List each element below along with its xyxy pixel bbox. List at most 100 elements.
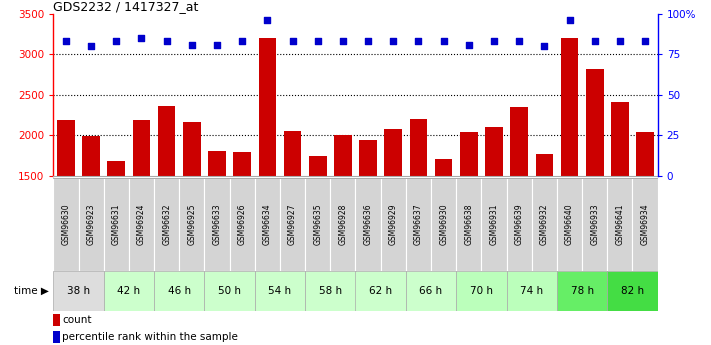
Text: GSM96635: GSM96635 — [314, 204, 322, 245]
Bar — [53, 178, 78, 271]
Bar — [557, 178, 582, 271]
Point — [513, 39, 525, 44]
Point — [111, 39, 122, 44]
Text: 58 h: 58 h — [319, 286, 342, 296]
Bar — [133, 120, 150, 297]
Bar — [510, 107, 528, 297]
Bar — [179, 178, 205, 271]
Bar — [586, 69, 604, 297]
Bar — [53, 331, 60, 343]
Text: GSM96636: GSM96636 — [363, 204, 373, 245]
Point — [85, 43, 97, 49]
Text: GSM96929: GSM96929 — [389, 204, 397, 245]
Bar — [107, 161, 125, 297]
Bar — [406, 271, 456, 310]
Bar — [460, 132, 478, 297]
Point — [363, 39, 374, 44]
Text: GSM96632: GSM96632 — [162, 204, 171, 245]
Text: 62 h: 62 h — [369, 286, 392, 296]
Point — [136, 36, 147, 41]
Bar — [456, 271, 506, 310]
Bar — [535, 154, 553, 297]
Bar — [331, 178, 356, 271]
Point — [539, 43, 550, 49]
Text: GSM96932: GSM96932 — [540, 204, 549, 245]
Point — [639, 39, 651, 44]
Bar — [380, 178, 406, 271]
Text: GSM96639: GSM96639 — [515, 204, 524, 245]
Text: 74 h: 74 h — [520, 286, 543, 296]
Text: 54 h: 54 h — [268, 286, 292, 296]
Bar — [506, 271, 557, 310]
Bar — [53, 271, 104, 310]
Text: GSM96631: GSM96631 — [112, 204, 121, 245]
Bar — [259, 38, 276, 297]
Text: GSM96933: GSM96933 — [590, 204, 599, 245]
Bar — [183, 122, 201, 297]
Text: GSM96925: GSM96925 — [187, 204, 196, 245]
Bar — [230, 178, 255, 271]
Bar — [481, 178, 506, 271]
Text: GSM96934: GSM96934 — [641, 204, 650, 245]
Bar — [233, 152, 251, 297]
Point — [60, 39, 72, 44]
Text: time ▶: time ▶ — [14, 286, 49, 296]
Text: percentile rank within the sample: percentile rank within the sample — [63, 333, 238, 342]
Bar — [205, 271, 255, 310]
Bar — [104, 178, 129, 271]
Text: 42 h: 42 h — [117, 286, 141, 296]
Point — [463, 42, 474, 47]
Bar — [356, 271, 406, 310]
Text: 38 h: 38 h — [67, 286, 90, 296]
Text: 46 h: 46 h — [168, 286, 191, 296]
Bar — [208, 151, 226, 297]
Text: 70 h: 70 h — [470, 286, 493, 296]
Bar — [485, 127, 503, 297]
Text: GSM96930: GSM96930 — [439, 204, 448, 245]
Bar — [82, 136, 100, 297]
Bar — [506, 178, 532, 271]
Point — [413, 39, 424, 44]
Text: count: count — [63, 315, 92, 325]
Bar — [309, 157, 326, 297]
Text: GSM96638: GSM96638 — [464, 204, 474, 245]
Bar — [305, 271, 356, 310]
Text: GSM96928: GSM96928 — [338, 204, 348, 245]
Point — [287, 39, 298, 44]
Point — [387, 39, 399, 44]
Bar — [633, 178, 658, 271]
Bar — [607, 178, 633, 271]
Point — [262, 18, 273, 23]
Bar — [53, 314, 60, 326]
Bar — [154, 178, 179, 271]
Bar — [154, 271, 205, 310]
Text: GSM96926: GSM96926 — [237, 204, 247, 245]
Bar — [205, 178, 230, 271]
Bar — [561, 38, 578, 297]
Point — [564, 18, 575, 23]
Text: 66 h: 66 h — [419, 286, 443, 296]
Text: GSM96630: GSM96630 — [61, 204, 70, 245]
Point — [614, 39, 626, 44]
Bar — [57, 120, 75, 297]
Bar — [385, 129, 402, 297]
Text: 78 h: 78 h — [570, 286, 594, 296]
Point — [186, 42, 198, 47]
Point — [237, 39, 248, 44]
Text: GSM96633: GSM96633 — [213, 204, 222, 245]
Bar — [406, 178, 431, 271]
Bar — [158, 106, 176, 297]
Text: GDS2232 / 1417327_at: GDS2232 / 1417327_at — [53, 0, 198, 13]
Point — [589, 39, 600, 44]
Text: GSM96634: GSM96634 — [263, 204, 272, 245]
Bar — [431, 178, 456, 271]
Text: GSM96923: GSM96923 — [87, 204, 95, 245]
Bar — [607, 271, 658, 310]
Point — [438, 39, 449, 44]
Point — [337, 39, 348, 44]
Bar — [280, 178, 305, 271]
Bar — [104, 271, 154, 310]
Bar — [435, 159, 452, 297]
Bar — [129, 178, 154, 271]
Text: GSM96637: GSM96637 — [414, 204, 423, 245]
